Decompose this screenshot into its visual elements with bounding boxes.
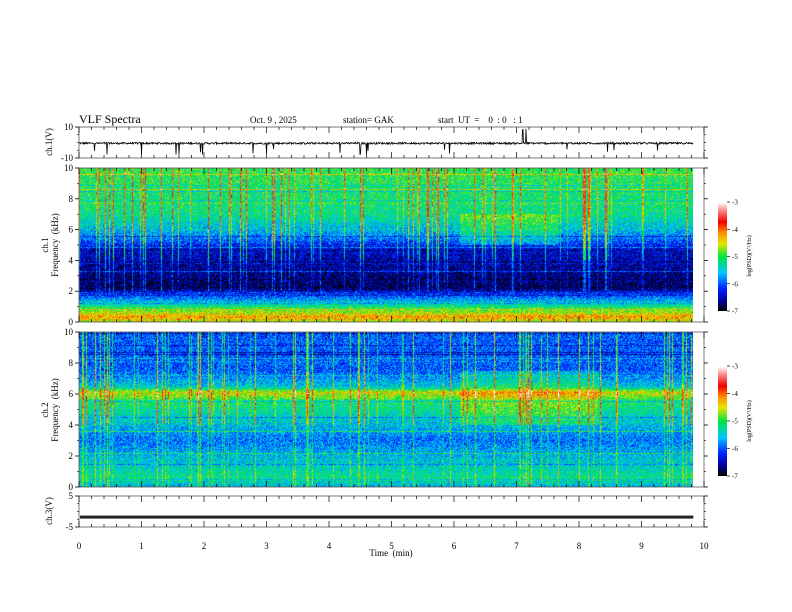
x-tick-label: 10 [700,541,710,551]
colorbar-tick-label: -7 [732,473,738,481]
y-tick-label: 0 [69,482,74,492]
colorbar-tick-label: -5 [732,418,738,426]
y-tick-label: 0 [69,317,74,327]
y-tick-label: 2 [69,286,74,296]
y-tick-label: -10 [61,153,73,163]
y-tick-label: 6 [69,389,74,399]
ch3-waveform-trace [80,515,694,519]
ch1-spec-ylabel-line2: Frequency (kHz) [50,213,60,276]
y-tick-label: 4 [69,420,74,430]
colorbar-tick-label: -6 [732,445,738,453]
ch2-spec-ylabel-line2: Frequency (kHz) [50,378,60,441]
ch1-colorbar [718,202,727,311]
y-tick-label: 10 [64,163,74,173]
panel-frame [78,167,705,323]
ch1-spectrogram [79,168,693,322]
panel-frame [78,331,705,488]
ch2-spec-ylabel-line1: ch.2 [40,402,50,417]
ch1-ylabel: ch.1(V) [44,128,54,156]
colorbar-tick-label: -4 [732,226,738,234]
y-tick-label: -5 [66,522,74,532]
figure-title: VLF Spectra [79,112,141,126]
y-tick-label: 8 [69,358,74,368]
x-tick-label: 8 [577,541,582,551]
x-tick-label: 6 [452,541,457,551]
x-tick-label: 5 [389,541,394,551]
y-tick-label: 8 [69,194,74,204]
ch2-colorbar [718,366,727,476]
colorbar-tick-label: -7 [732,308,738,316]
y-tick-label: 10 [64,122,74,132]
y-tick-label: 6 [69,225,74,235]
colorbar-tick-label: -3 [732,199,738,207]
ch3-ylabel: ch.3(V) [44,497,54,525]
colorbar-tick-label: -3 [732,363,738,371]
ch1-colorbar-label: log(PSD)(V²/Hz) [746,235,753,276]
x-tick-label: 2 [202,541,207,551]
y-tick-label: 2 [69,451,74,461]
colorbar-tick-label: -5 [732,253,738,261]
y-tick-label: 10 [64,327,74,337]
date-label: Oct. 9 , 2025 [250,115,297,125]
colorbar-tick-label: -4 [732,390,738,398]
ch2-spectrogram [79,332,693,487]
colorbar-tick-label: -6 [732,280,738,288]
ch1-waveform-trace [79,128,694,156]
station-label: station= GAK [343,115,394,125]
ch2-colorbar-label: log(PSD)(V²/Hz) [746,400,753,441]
ch1-spec-ylabel-line1: ch.1 [40,237,50,252]
y-tick-label: 5 [69,491,74,501]
y-tick-label: 4 [69,255,74,265]
start-ut-label: start UT = 0 : 0 : 1 [438,115,523,125]
x-tick-label: 1 [139,541,144,551]
x-tick-label: 0 [77,541,82,551]
x-axis-label: Time (min) [369,548,412,558]
x-tick-label: 3 [264,541,269,551]
x-tick-label: 9 [639,541,644,551]
x-tick-label: 4 [327,541,332,551]
x-tick-label: 7 [514,541,519,551]
